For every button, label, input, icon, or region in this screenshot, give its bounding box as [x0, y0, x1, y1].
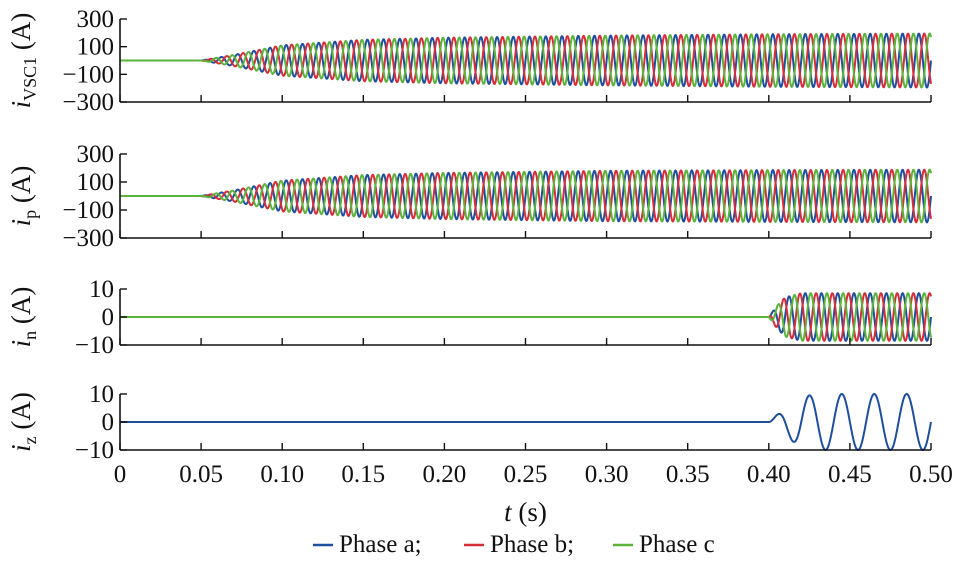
y-tick-label: −10 — [75, 332, 114, 359]
y-axis-title-i_z: iz (A) — [6, 392, 40, 452]
y-tick-label: 100 — [77, 169, 115, 196]
x-tick-label: 0.15 — [341, 461, 385, 488]
x-tick-label: 0.35 — [666, 461, 710, 488]
y-tick-label: −300 — [62, 225, 114, 252]
y-tick-label: 10 — [89, 276, 114, 303]
y-tick-label: −10 — [75, 437, 114, 464]
x-axis-title: t (s) — [504, 497, 547, 527]
y-tick-label: 10 — [89, 381, 114, 408]
series-line-i_z-phase-a — [119, 393, 932, 451]
series-line-i_p-phase-c — [119, 168, 932, 224]
legend-entry: Phase b; — [490, 531, 574, 558]
y-tick-label: 0 — [102, 304, 115, 331]
series-line-i_p-phase-b — [119, 168, 932, 224]
x-tick-label: 0.10 — [260, 461, 304, 488]
x-tick-label: 0.45 — [828, 461, 872, 488]
y-tick-label: −300 — [62, 89, 114, 116]
series-line-i_VSC1-phase-c — [119, 32, 932, 89]
y-tick-label: 300 — [77, 141, 115, 168]
y-tick-label: 300 — [77, 6, 115, 33]
x-tick-label: 0.40 — [747, 461, 791, 488]
x-tick-label: 0.50 — [909, 461, 953, 488]
legend-entry: Phase c — [639, 531, 715, 558]
x-tick-label: 0.20 — [423, 461, 467, 488]
x-tick-label: 0.05 — [179, 461, 223, 488]
y-tick-label: −100 — [62, 197, 114, 224]
x-tick-label: 0.25 — [504, 461, 548, 488]
x-tick-label: 0.30 — [585, 461, 629, 488]
x-axis: 0 0.05 0.10 0.15 0.20 0.25 0.30 0.35 0.40 0.45 0.5… — [114, 461, 953, 527]
legend-entry: Phase a; — [339, 531, 422, 558]
y-axis-title-i_VSC1: iVSC1 (A) — [6, 13, 40, 109]
x-tick-label: 0 — [114, 461, 127, 488]
y-axis-title-i_n: in (A) — [6, 287, 40, 348]
series-line-i_VSC1-phase-a — [119, 32, 932, 89]
series-line-i_p-phase-a — [119, 168, 932, 224]
legend: Phase a; Phase b; Phase c — [313, 531, 715, 558]
series-line-i_VSC1-phase-b — [119, 32, 932, 89]
y-tick-label: 100 — [77, 34, 115, 61]
y-tick-label: −100 — [62, 61, 114, 88]
series-line-i_n-phase-c — [119, 292, 932, 342]
y-axis-title-i_p: ip (A) — [6, 166, 40, 227]
y-tick-label: 0 — [102, 409, 115, 436]
